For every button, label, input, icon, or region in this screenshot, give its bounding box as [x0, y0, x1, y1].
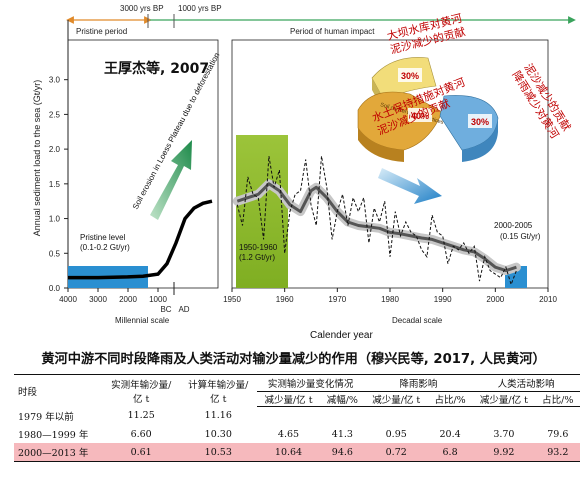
- annual-line: [236, 156, 517, 287]
- x-axis-label: Calender year: [310, 330, 373, 341]
- col-human: 人类活动影响: [472, 374, 580, 392]
- rain-contribution-label: 降雨减少对黄河泥沙减少的贡献: [509, 61, 574, 141]
- cell-human-reduce: [472, 407, 535, 426]
- cell-rain-share: 20.4: [439, 428, 461, 440]
- col-measured-l1: 实测年输沙量/: [111, 379, 172, 391]
- bp1-label: 3000 yrs BP: [120, 4, 164, 13]
- pristine-level-label: Pristine level: [80, 233, 126, 242]
- smoothed-line: [236, 182, 517, 273]
- box-1950-1960: [236, 135, 288, 288]
- pie-pct-soil: 40%: [411, 111, 429, 121]
- cell-calc: 10.53: [179, 443, 257, 462]
- x-tick-label: 1980: [381, 295, 399, 304]
- pristine-range-label: (0.1-0.2 Gt/yr): [80, 243, 130, 252]
- sediment-table: 时段 实测年输沙量/亿 t 计算年输沙量/亿 t 实测输沙量变化情况 降雨影响 …: [14, 374, 580, 462]
- box1-label: 1950-1960: [239, 243, 278, 252]
- reduction-arrow: [378, 168, 442, 204]
- col-measured-l2: 亿 t: [132, 393, 150, 405]
- sub-share-human: 占比/%: [535, 391, 580, 407]
- cell-calc: 10.30: [204, 428, 232, 440]
- y-tick-label: 0.5: [49, 249, 61, 258]
- sub-rate: 减幅/%: [320, 391, 365, 407]
- y-tick-label: 2.0: [49, 145, 61, 154]
- pie-pct-rain: 30%: [471, 117, 489, 127]
- pie-slice-soil: [357, 91, 443, 151]
- x-tick-label: 4000: [59, 295, 77, 304]
- y-tick-label: 2.5: [49, 110, 61, 119]
- erosion-arrow: [150, 140, 192, 220]
- contribution-pie: Soil conservation practices 30% 40% 30%: [357, 57, 499, 162]
- millennial-scale-label: Millennial scale: [115, 316, 170, 325]
- y-tick-label: 3.0: [49, 76, 61, 85]
- table-row: 1979 年以前 11.25 11.16: [14, 407, 580, 426]
- cell-human-share: [536, 407, 580, 426]
- x-tick-label: 1970: [328, 295, 346, 304]
- col-period: 时段: [14, 374, 103, 407]
- cell-human-share: 79.6: [547, 428, 569, 440]
- col-calc-l1: 计算年输沙量/: [188, 379, 249, 391]
- ad-label: AD: [178, 305, 189, 314]
- cell-human-reduce: 9.92: [472, 443, 536, 462]
- citation-label: 王厚杰等, 2007: [104, 60, 209, 77]
- cell-rain-reduce: 0.95: [385, 428, 407, 440]
- col-rain: 降雨影响: [364, 374, 473, 392]
- cell-calc: 11.16: [204, 410, 232, 422]
- cell-human-reduce: 3.70: [493, 428, 515, 440]
- y-tick-label: 1.0: [49, 215, 61, 224]
- y-axis-label: Annual sediment load to the sea (Gt/yr): [32, 80, 42, 237]
- x-tick-label: 1950: [223, 295, 241, 304]
- cell-measured: 11.25: [127, 410, 155, 422]
- x-tick-label: 2000: [119, 295, 137, 304]
- col-calc-l2: 亿 t: [210, 393, 227, 405]
- x-tick-label: 3000: [89, 295, 107, 304]
- cell-reduce: 10.64: [256, 443, 321, 462]
- cell-rate: 41.3: [331, 428, 353, 440]
- box1-value: (1.2 Gt/yr): [239, 253, 275, 262]
- col-measured: 实测年输沙量/亿 t: [102, 374, 180, 407]
- pristine-period-label: Pristine period: [76, 27, 127, 36]
- box2-label: 2000-2005: [494, 221, 533, 230]
- col-calc: 计算年输沙量/亿 t: [179, 374, 257, 407]
- y-tick-label: 0.0: [49, 284, 61, 293]
- cell-rain-share: 6.8: [427, 443, 473, 462]
- y-tick-label: 1.5: [49, 180, 61, 189]
- decadal-scale-label: Decadal scale: [392, 316, 443, 325]
- cell-rate: [320, 407, 364, 426]
- cell-measured: 0.61: [102, 443, 180, 462]
- cell-period: 1979 年以前: [18, 411, 74, 423]
- cell-reduce: 4.65: [277, 428, 300, 440]
- sediment-figure: 3000 yrs BP 1000 yrs BP Pristine period …: [32, 4, 576, 341]
- x-tick-label: 1990: [434, 295, 452, 304]
- cell-reduce: [257, 407, 320, 426]
- cell-rain-share: [428, 407, 472, 426]
- sub-reduce-human: 减少量/亿 t: [472, 391, 536, 407]
- cell-rain-reduce: [365, 407, 428, 426]
- sub-reduce: 减少量/亿 t: [256, 391, 321, 407]
- x-tick-label: 1000: [149, 295, 167, 304]
- table-title: 黄河中游不同时段降雨及人类活动对输沙量减少的作用（穆兴民等, 2017, 人民黄…: [41, 352, 546, 367]
- box2-value: (0.15 Gt/yr): [500, 232, 541, 241]
- cell-measured: 6.60: [130, 428, 152, 440]
- table-row-highlight: 2000—2013 年 0.61 10.53 10.64 94.6 0.72 6…: [14, 443, 580, 462]
- x-tick-label: 2000: [486, 295, 504, 304]
- dam-contribution-label: 大坝水库对黄河泥沙减少的贡献: [385, 11, 466, 57]
- table-row: 1980—1999 年 6.60 10.30 4.65 41.3 0.95 20…: [14, 425, 580, 443]
- human-period-label: Period of human impact: [290, 27, 375, 36]
- sub-reduce-rain: 减少量/亿 t: [364, 391, 428, 407]
- cell-rate: 94.6: [320, 443, 365, 462]
- x-tick-label: 1960: [276, 295, 294, 304]
- x-tick-label: 2010: [539, 295, 557, 304]
- millennial-curve: [68, 199, 213, 280]
- bp2-label: 1000 yrs BP: [178, 4, 222, 13]
- sub-share-rain: 占比/%: [427, 391, 473, 407]
- cell-rain-reduce: 0.72: [364, 443, 428, 462]
- cell-period: 1980—1999 年: [18, 430, 89, 441]
- cell-period: 2000—2013 年: [14, 443, 103, 462]
- bc-label: BC: [160, 305, 171, 314]
- cell-human-share: 93.2: [535, 443, 580, 462]
- pie-pct-dam: 30%: [401, 71, 419, 81]
- col-change: 实测输沙量变化情况: [256, 374, 365, 392]
